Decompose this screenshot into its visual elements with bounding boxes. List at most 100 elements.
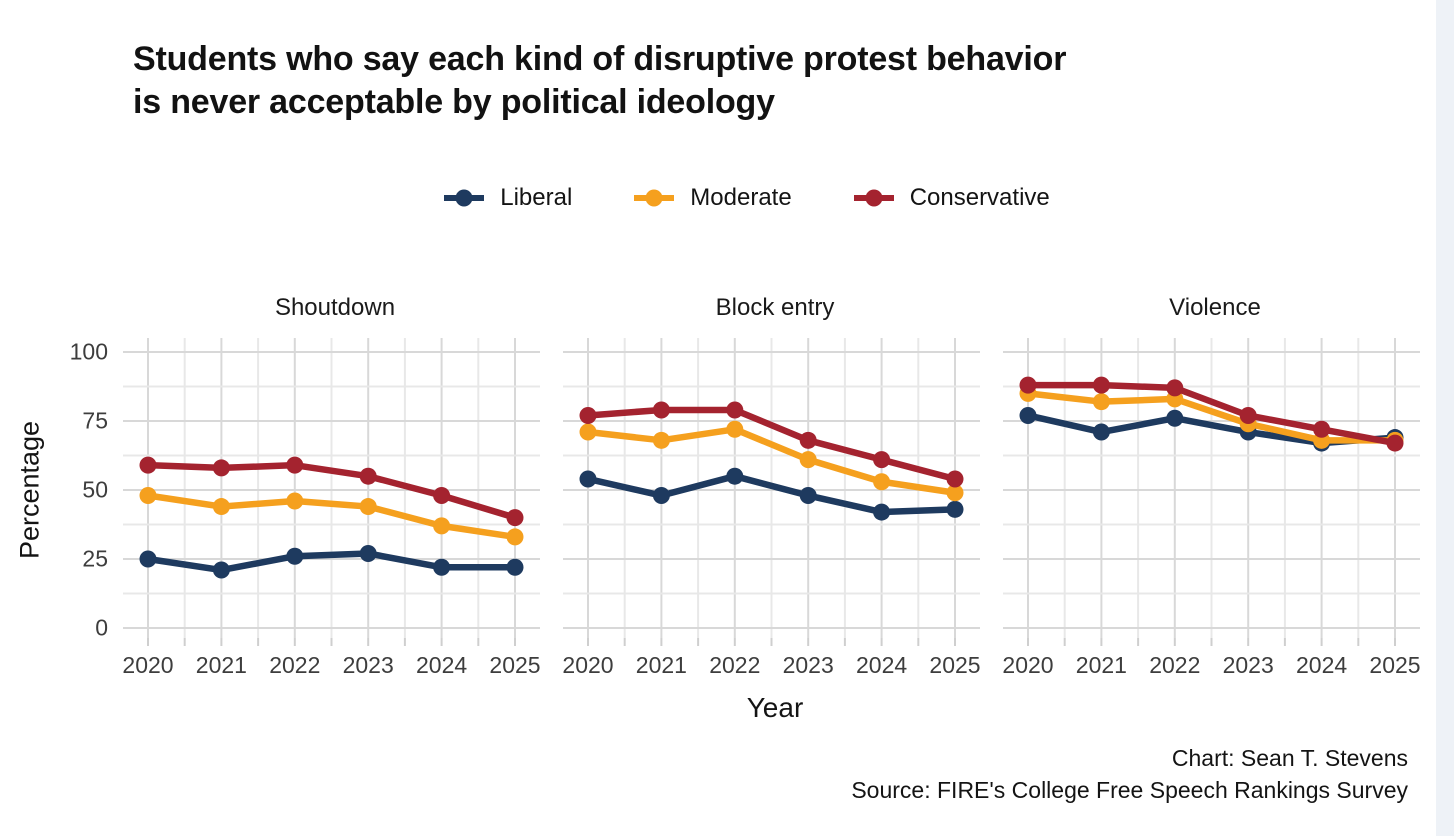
data-point-moderate <box>726 420 744 438</box>
x-tick-label: 2020 <box>122 652 174 678</box>
chart-title-line1: Students who say each kind of disruptive… <box>133 40 1067 78</box>
data-point-conservative <box>506 509 524 527</box>
x-tick-label: 2020 <box>562 652 614 678</box>
data-point-liberal <box>212 561 230 579</box>
x-tick-label: 2024 <box>856 652 908 678</box>
data-point-conservative <box>212 459 230 477</box>
data-point-moderate <box>433 517 451 535</box>
data-point-liberal <box>1166 409 1184 427</box>
data-point-moderate <box>873 473 891 491</box>
x-axis-labels: 2020 2021 2022 2023 2024 2025 <box>555 650 995 684</box>
data-point-liberal <box>139 550 157 568</box>
x-tick-label: 2024 <box>1296 652 1348 678</box>
data-point-moderate <box>359 498 377 516</box>
y-tick-label: 25 <box>82 545 108 572</box>
facet-panels: Shoutdown 2020 2021 2022 2023 2024 2025 Block e… <box>115 288 1435 684</box>
data-point-liberal <box>359 544 377 562</box>
data-point-conservative <box>433 487 451 505</box>
data-point-moderate <box>506 528 524 546</box>
series-line-conservative <box>1028 381 1396 447</box>
y-tick-label: 75 <box>82 407 108 434</box>
x-axis-labels: 2020 2021 2022 2023 2024 2025 <box>115 650 555 684</box>
x-tick-label: 2025 <box>929 652 981 678</box>
data-point-conservative <box>799 431 817 449</box>
series-line-moderate <box>587 426 956 496</box>
data-point-conservative <box>1313 420 1331 438</box>
series-line-moderate <box>1027 390 1395 444</box>
x-tick-label: 2025 <box>1369 652 1421 678</box>
legend-marker-icon <box>634 189 675 207</box>
credit-source: Source: FIRE's College Free Speech Ranki… <box>851 777 1408 803</box>
legend-item-liberal: Liberal <box>444 184 572 212</box>
credit-chart-author: Chart: Sean T. Stevens <box>1171 745 1408 771</box>
data-point-moderate <box>946 484 964 502</box>
data-point-conservative <box>139 456 157 474</box>
x-tick-label: 2021 <box>1075 652 1127 678</box>
series-line-liberal <box>587 472 956 516</box>
data-point-conservative <box>726 401 744 419</box>
data-point-moderate <box>579 423 597 441</box>
data-point-moderate <box>799 451 817 469</box>
x-tick-label: 2020 <box>1002 652 1054 678</box>
series-line-conservative <box>147 461 516 521</box>
legend-dot <box>645 189 663 207</box>
series-line-liberal <box>147 550 515 574</box>
facet-plot-area <box>563 338 980 646</box>
legend-marker-icon <box>444 189 485 207</box>
y-tick-label: 0 <box>95 614 108 641</box>
legend-marker-icon <box>853 189 894 207</box>
legend-dot <box>455 189 473 207</box>
x-tick-label: 2023 <box>342 652 394 678</box>
x-tick-label: 2023 <box>1222 652 1274 678</box>
facet-title: Shoutdown <box>274 294 396 321</box>
data-point-liberal <box>946 500 964 518</box>
data-point-liberal <box>433 558 451 576</box>
data-point-conservative <box>652 401 670 419</box>
facet-title: Violence <box>1169 294 1261 321</box>
data-point-moderate <box>286 492 304 510</box>
data-point-conservative <box>1092 376 1110 394</box>
credits: Chart: Sean T. Stevens Source: FIRE's Co… <box>851 742 1408 806</box>
x-tick-label: 2025 <box>489 652 541 678</box>
data-point-conservative <box>1239 406 1257 424</box>
facet-plot-area <box>1003 338 1420 646</box>
legend-label: Moderate <box>690 184 792 211</box>
page-background-strip <box>1436 0 1454 836</box>
x-tick-label: 2022 <box>709 652 761 678</box>
data-point-liberal <box>652 487 670 505</box>
data-point-conservative <box>579 406 597 424</box>
data-point-moderate <box>652 431 670 449</box>
data-point-liberal <box>873 503 891 521</box>
facet-violence: Violence 2020 2021 2022 2023 2024 2025 <box>995 288 1435 684</box>
legend-label: Liberal <box>500 184 573 211</box>
series-line-conservative <box>587 406 956 483</box>
x-tick-label: 2023 <box>782 652 834 678</box>
x-axis-title: Year <box>746 692 804 723</box>
chart-title: Students who say each kind of disruptive… <box>133 38 1066 124</box>
legend-item-conservative: Conservative <box>853 184 1050 212</box>
data-point-liberal <box>506 558 524 576</box>
facet-title: Block entry <box>715 294 835 321</box>
x-tick-label: 2022 <box>1149 652 1201 678</box>
data-point-conservative <box>359 467 377 485</box>
data-point-liberal <box>286 547 304 565</box>
legend-item-moderate: Moderate <box>634 184 792 212</box>
data-point-conservative <box>286 456 304 474</box>
data-point-conservative <box>946 470 964 488</box>
data-point-moderate <box>1092 393 1110 411</box>
data-point-conservative <box>873 451 891 469</box>
x-axis-labels: 2020 2021 2022 2023 2024 2025 <box>995 650 1435 684</box>
series-line-moderate <box>147 492 516 541</box>
data-point-conservative <box>1386 434 1404 452</box>
data-point-conservative <box>1166 379 1184 397</box>
data-point-liberal <box>579 470 597 488</box>
data-point-liberal <box>726 467 744 485</box>
data-point-moderate <box>212 498 230 516</box>
facet-block-entry: Block entry 2020 2021 2022 2023 2024 2025 <box>555 288 995 684</box>
data-point-liberal <box>1092 423 1110 441</box>
y-tick-label: 50 <box>82 476 108 503</box>
facet-plot-area <box>123 338 540 646</box>
data-point-liberal <box>1019 406 1037 424</box>
data-point-liberal <box>799 487 817 505</box>
